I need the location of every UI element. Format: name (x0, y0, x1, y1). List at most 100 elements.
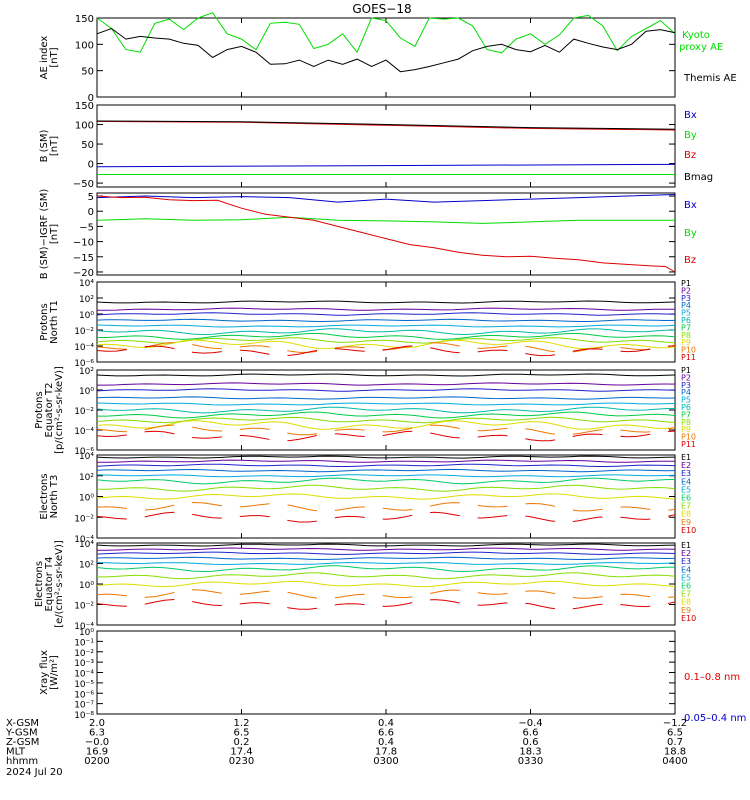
electrons-t4-panel-channel-e8 (96, 580, 676, 588)
xaxis-row-label: Y-GSM (5, 728, 38, 739)
protons-t2-panel-channel-p3 (96, 388, 676, 392)
protons-t2-legend-p1: P1 (681, 366, 691, 375)
electrons-t4-legend-e9: E9 (681, 606, 691, 615)
protons-t1-panel-ytick-label: 10⁻⁴ (74, 343, 94, 353)
bigrf-panel-ylabel: [nT] (49, 224, 60, 244)
xaxis-value: 6.3 (89, 728, 105, 739)
bigrf-panel-ylabel: B (SM)−IGRF (SM) (39, 189, 50, 280)
electrons-t4-panel-ylabel: [e/(cm²-s-sr-keV)] (54, 540, 65, 628)
electrons-t4-panel-channel-e5 (96, 562, 676, 566)
electrons-t4-legend-e7: E7 (681, 590, 691, 599)
protons-t2-panel-channel-p2 (97, 382, 676, 386)
electrons-t4-panel-channel-e3 (96, 551, 676, 555)
protons-t2-panel-ylabel: [p/(cm²-s-sr-keV)] (54, 366, 65, 454)
protons-t1-panel-ytick-label: 10² (79, 295, 94, 305)
protons-t1-panel-ytick-label: 10⁰ (79, 311, 94, 321)
bsm-panel-series-bx (96, 163, 676, 168)
protons-t2-panel-channel-p1 (96, 373, 676, 377)
xaxis-value: 0400 (662, 756, 687, 767)
protons-t2-panel-ytick-label: 10⁻² (74, 407, 94, 417)
electrons-t4-panel-ytick-label: 10⁻⁴ (74, 622, 94, 632)
electrons-t4-panel-channel-e7 (97, 572, 676, 580)
electrons-t4-legend-e10: E10 (681, 614, 696, 623)
xray-panel-ytick-label: 10⁻¹ (74, 638, 94, 648)
protons-t1-legend-p9: P9 (681, 338, 691, 347)
electrons-t4-legend-e5: E5 (681, 573, 691, 582)
protons-t1-legend-p2: P2 (681, 286, 691, 295)
protons-t2-panel-ylabel: Protons (34, 391, 45, 428)
protons-t2-panel-ylabel: Equator T2 (44, 383, 55, 438)
xray-legend-long: 0.1–0.8 nm (684, 672, 740, 683)
xaxis-row-label: Z-GSM (6, 737, 39, 748)
electrons-t3-panel-channel-e7 (97, 484, 676, 492)
bigrf-panel-ytick-label: −20 (73, 268, 94, 279)
electrons-t3-panel-channel-e5 (96, 474, 676, 478)
ae-legend-themis: Themis AE (683, 73, 737, 84)
protons-t1-legend-p10: P10 (681, 346, 696, 355)
protons-t2-panel-channel-p10 (96, 424, 676, 436)
xaxis-value: 0.4 (378, 737, 394, 748)
xray-panel-ytick-label: 10⁻⁷ (74, 701, 94, 711)
protons-t2-legend-p10: P10 (681, 433, 696, 442)
protons-t2-legend-p2: P2 (681, 373, 691, 382)
electrons-t4-legend-e4: E4 (681, 565, 691, 574)
protons-t1-panel-ytick-label: 10⁻⁶ (74, 359, 94, 369)
electrons-t4-panel-ytick-label: 10⁰ (79, 581, 94, 591)
ae-panel-ytick-label: 50 (81, 67, 94, 78)
xaxis-value: 0200 (84, 756, 109, 767)
electrons-t3-legend-e5: E5 (681, 485, 691, 494)
xaxis-value: 0.7 (667, 737, 683, 748)
protons-t2-panel-channel-p9 (96, 420, 676, 430)
electrons-t3-legend-e8: E8 (681, 510, 691, 519)
bsm-panel-ytick-label: 50 (81, 140, 94, 151)
xaxis-value: 0.6 (523, 737, 539, 748)
xaxis-value: 18.3 (519, 747, 541, 758)
bigrf-panel-series-by (96, 216, 675, 224)
bsm-legend-bz: Bz (684, 150, 696, 161)
protons-t1-panel-ytick-label: 10⁻² (74, 327, 94, 337)
protons-t1-legend-p4: P4 (681, 301, 691, 310)
ae-panel-ytick-label: 100 (75, 40, 94, 51)
xray-panel-frame (96, 630, 676, 715)
electrons-t3-legend-e2: E2 (681, 461, 691, 470)
electrons-t3-panel-channel-e6 (96, 477, 676, 485)
electrons-t4-panel-ylabel: Equator T4 (44, 557, 55, 612)
protons-t2-legend-p5: P5 (681, 396, 691, 405)
electrons-t3-panel-ytick-label: 10⁻⁴ (74, 535, 94, 545)
protons-t2-legend-p8: P8 (681, 418, 691, 427)
protons-t1-panel-channel-p4 (96, 318, 676, 323)
electrons-t3-panel-ylabel: Electrons (39, 473, 50, 519)
bsm-panel-ylabel: [nT] (49, 136, 60, 156)
electrons-t4-legend-e3: E3 (681, 557, 691, 566)
protons-t1-legend-p1: P1 (681, 279, 691, 288)
electrons-t4-legend-e8: E8 (681, 598, 691, 607)
protons-t1-legend-p5: P5 (681, 309, 691, 318)
xaxis-value: 16.9 (86, 747, 108, 758)
xaxis-value: −0.4 (518, 718, 542, 729)
xray-panel-ytick-label: 10⁻⁴ (74, 670, 94, 680)
bigrf-legend-bx: Bx (684, 200, 697, 211)
xray-panel-ytick-label: 10⁻³ (74, 659, 94, 669)
electrons-t3-panel-channel-e10 (96, 511, 676, 523)
protons-t1-panel-channel-p11 (96, 345, 676, 357)
xaxis-value: 6.5 (667, 728, 683, 739)
protons-t2-panel-channel-p7 (97, 411, 676, 419)
xray-panel-ytick-label: 10⁰ (79, 628, 94, 638)
protons-t1-panel-ylabel: North T1 (49, 300, 60, 344)
xaxis-value: 6.5 (234, 728, 250, 739)
xaxis-value: −0.0 (85, 737, 109, 748)
protons-t2-legend-p3: P3 (681, 381, 691, 390)
xaxis-value: 0300 (373, 756, 398, 767)
xaxis-row-label: X-GSM (6, 718, 39, 729)
xaxis-row-label: MLT (6, 747, 26, 758)
electrons-t3-legend-e9: E9 (681, 518, 691, 527)
protons-t1-panel-ylabel: Protons (39, 303, 50, 340)
bigrf-panel-ytick-label: 5 (88, 192, 94, 203)
protons-t2-panel-channel-p11 (96, 430, 676, 442)
electrons-t4-panel-ytick-label: 10⁴ (79, 540, 94, 550)
xaxis-value: 6.6 (378, 728, 394, 739)
xaxis-value: 0.4 (378, 718, 394, 729)
electrons-t4-panel-channel-e1 (96, 543, 676, 547)
electrons-t3-panel-ytick-label: 10⁴ (79, 452, 94, 462)
electrons-t3-panel-ytick-label: 10² (79, 473, 94, 483)
